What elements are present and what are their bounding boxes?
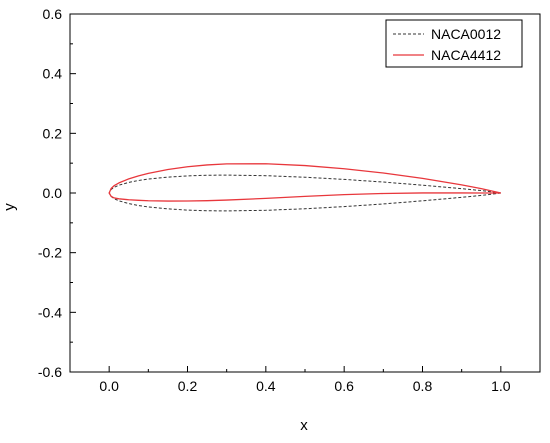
legend-label: NACA0012: [431, 26, 501, 42]
y-axis-label: y: [1, 203, 18, 211]
series-layer: [108, 163, 501, 212]
legend: NACA0012 NACA4412: [385, 19, 523, 68]
y-tick-label: 0.2: [43, 125, 63, 141]
y-tick-label: 0.6: [43, 6, 63, 22]
series-line-naca4412: [108, 163, 501, 202]
x-tick-label: 1.0: [491, 378, 511, 394]
y-tick-label: -0.2: [38, 245, 62, 261]
x-tick-label: 0.6: [334, 378, 354, 394]
x-axis: 0.0 0.2 0.4 0.6 0.8 1.0: [69, 366, 541, 394]
y-tick-label: 0.0: [43, 185, 63, 201]
y-tick-label: 0.4: [43, 66, 63, 82]
y-tick-label: -0.4: [38, 304, 62, 320]
legend-box: [385, 19, 523, 68]
x-tick-label: 0.0: [99, 378, 119, 394]
x-tick-label: 0.4: [256, 378, 276, 394]
x-axis-label: x: [300, 417, 308, 434]
y-axis: -0.6 -0.4 -0.2 0.0 0.2 0.4 0.6: [38, 6, 76, 380]
x-tick-label: 0.8: [413, 378, 433, 394]
legend-label: NACA4412: [431, 47, 501, 63]
x-tick-label: 0.2: [178, 378, 198, 394]
y-tick-label: -0.6: [38, 364, 62, 380]
